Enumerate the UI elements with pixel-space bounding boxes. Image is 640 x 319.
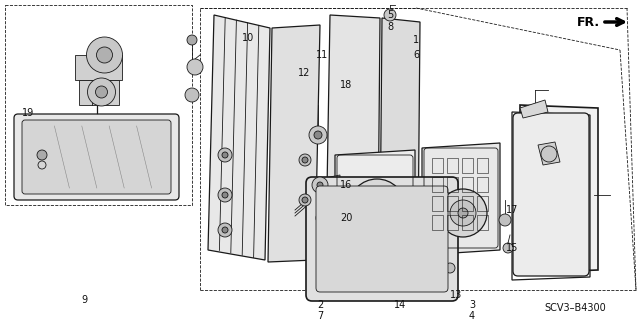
Bar <box>477 196 488 211</box>
Circle shape <box>368 226 412 270</box>
Bar <box>432 215 443 230</box>
Polygon shape <box>335 150 415 260</box>
Polygon shape <box>268 25 320 262</box>
FancyBboxPatch shape <box>316 186 448 292</box>
Text: 16: 16 <box>340 180 352 190</box>
Bar <box>477 158 488 173</box>
Circle shape <box>222 152 228 158</box>
Text: 12: 12 <box>298 68 310 78</box>
Bar <box>477 177 488 192</box>
Text: 8: 8 <box>387 22 393 32</box>
Polygon shape <box>208 15 270 260</box>
Circle shape <box>302 157 308 163</box>
Text: 6: 6 <box>413 50 419 60</box>
Circle shape <box>37 150 47 160</box>
Polygon shape <box>326 15 380 248</box>
Circle shape <box>349 179 405 235</box>
Text: 18: 18 <box>340 80 352 90</box>
Circle shape <box>309 126 327 144</box>
Text: 19: 19 <box>22 108 34 118</box>
Circle shape <box>445 263 455 273</box>
Bar <box>462 215 473 230</box>
Polygon shape <box>380 18 420 248</box>
FancyBboxPatch shape <box>22 120 171 194</box>
Circle shape <box>458 208 468 218</box>
Text: 1: 1 <box>413 35 419 45</box>
Circle shape <box>222 192 228 198</box>
Polygon shape <box>79 80 118 105</box>
Text: 9: 9 <box>81 295 87 305</box>
Text: 20: 20 <box>340 213 352 223</box>
Circle shape <box>299 194 311 206</box>
Bar <box>432 196 443 211</box>
FancyBboxPatch shape <box>306 177 458 301</box>
Circle shape <box>361 191 393 223</box>
Circle shape <box>299 154 311 166</box>
Text: 2: 2 <box>317 300 323 310</box>
Circle shape <box>384 9 396 21</box>
Circle shape <box>439 189 487 237</box>
Circle shape <box>187 59 203 75</box>
Bar <box>447 158 458 173</box>
Circle shape <box>499 214 511 226</box>
Text: 14: 14 <box>394 300 406 310</box>
Circle shape <box>317 182 323 188</box>
Bar <box>432 158 443 173</box>
Circle shape <box>378 236 402 260</box>
FancyBboxPatch shape <box>513 113 589 276</box>
Circle shape <box>218 148 232 162</box>
Circle shape <box>314 131 322 139</box>
Circle shape <box>88 78 115 106</box>
Bar <box>462 158 473 173</box>
Polygon shape <box>325 175 340 200</box>
Circle shape <box>187 35 197 45</box>
Text: 3: 3 <box>469 300 475 310</box>
Circle shape <box>316 211 330 225</box>
Polygon shape <box>74 55 122 80</box>
Text: FR.: FR. <box>577 16 600 28</box>
Polygon shape <box>538 142 560 165</box>
Circle shape <box>86 37 122 73</box>
Circle shape <box>312 177 328 193</box>
Circle shape <box>503 243 513 253</box>
Bar <box>447 177 458 192</box>
Circle shape <box>302 197 308 203</box>
Bar <box>447 196 458 211</box>
Bar <box>477 215 488 230</box>
Text: SCV3–B4300: SCV3–B4300 <box>544 303 606 313</box>
Text: 17: 17 <box>506 205 518 215</box>
Circle shape <box>395 270 405 280</box>
Text: 15: 15 <box>506 243 518 253</box>
Circle shape <box>222 227 228 233</box>
Circle shape <box>97 47 113 63</box>
Circle shape <box>185 88 199 102</box>
Text: 10: 10 <box>242 33 254 43</box>
Circle shape <box>370 200 384 214</box>
Circle shape <box>320 215 326 221</box>
Polygon shape <box>520 100 548 118</box>
Bar <box>462 196 473 211</box>
FancyBboxPatch shape <box>14 114 179 200</box>
Text: 7: 7 <box>317 311 323 319</box>
Polygon shape <box>422 143 500 255</box>
Circle shape <box>541 146 557 162</box>
Text: 13: 13 <box>450 290 462 300</box>
Polygon shape <box>520 105 598 273</box>
Text: 4: 4 <box>469 311 475 319</box>
Circle shape <box>218 223 232 237</box>
Circle shape <box>385 243 395 253</box>
Bar <box>432 177 443 192</box>
Bar <box>447 215 458 230</box>
Bar <box>462 177 473 192</box>
Circle shape <box>95 86 108 98</box>
Circle shape <box>450 200 476 226</box>
Text: 11: 11 <box>316 50 328 60</box>
Circle shape <box>218 188 232 202</box>
Text: 5: 5 <box>387 10 393 20</box>
